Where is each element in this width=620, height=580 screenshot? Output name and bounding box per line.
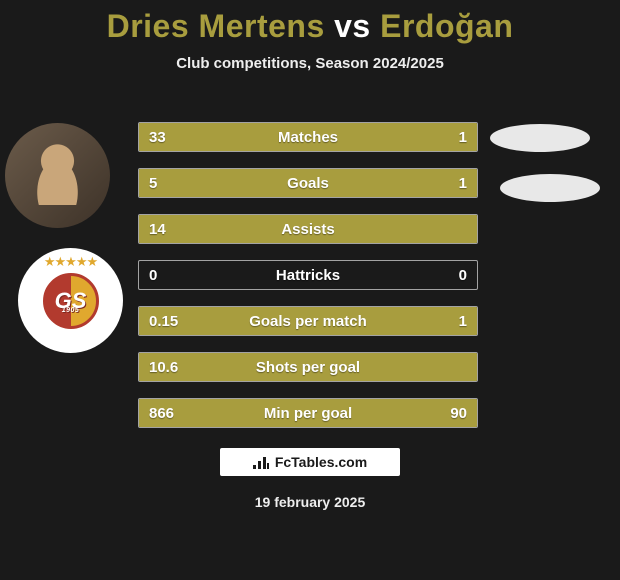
subtitle: Club competitions, Season 2024/2025 xyxy=(0,55,620,72)
title-player2: Erdoğan xyxy=(380,8,513,44)
club-stars-icon: ★★★★★ xyxy=(44,254,97,270)
stat-label: Matches xyxy=(139,129,477,146)
brand-text: FcTables.com xyxy=(275,454,367,470)
decorative-pill-1 xyxy=(490,124,590,152)
stat-row: 0Hattricks0 xyxy=(138,260,478,290)
club-badge-year: 1905 xyxy=(62,307,80,314)
stat-row: 14Assists xyxy=(138,214,478,244)
stat-label: Goals per match xyxy=(139,313,477,330)
stat-row: 10.6Shots per goal xyxy=(138,352,478,382)
stat-value-right: 90 xyxy=(450,405,467,422)
stat-label: Goals xyxy=(139,175,477,192)
player1-photo-placeholder xyxy=(26,142,89,205)
stat-row: 5Goals1 xyxy=(138,168,478,198)
club-badge-icon: GS 1905 xyxy=(43,273,99,329)
comparison-title: Dries Mertens vs Erdoğan xyxy=(0,0,620,45)
player2-avatar: ★★★★★ GS 1905 xyxy=(18,248,123,353)
stat-value-right: 0 xyxy=(459,267,467,284)
stats-table: 33Matches1 5Goals1 14Assists 0Hattricks0 0.1… xyxy=(138,122,478,444)
chart-icon xyxy=(253,455,269,469)
title-player1: Dries Mertens xyxy=(107,8,325,44)
stat-row: 0.15Goals per match1 xyxy=(138,306,478,336)
player1-avatar xyxy=(5,123,110,228)
stat-row: 866Min per goal90 xyxy=(138,398,478,428)
brand-badge: FcTables.com xyxy=(220,448,400,476)
stat-label: Assists xyxy=(139,221,477,238)
generation-date: 19 february 2025 xyxy=(255,494,366,510)
stat-row: 33Matches1 xyxy=(138,122,478,152)
stat-label: Hattricks xyxy=(139,267,477,284)
stat-label: Shots per goal xyxy=(139,359,477,376)
stat-value-right: 1 xyxy=(459,313,467,330)
title-vs: vs xyxy=(334,8,371,44)
stat-value-right: 1 xyxy=(459,129,467,146)
decorative-pill-2 xyxy=(500,174,600,202)
stat-value-right: 1 xyxy=(459,175,467,192)
stat-label: Min per goal xyxy=(139,405,477,422)
